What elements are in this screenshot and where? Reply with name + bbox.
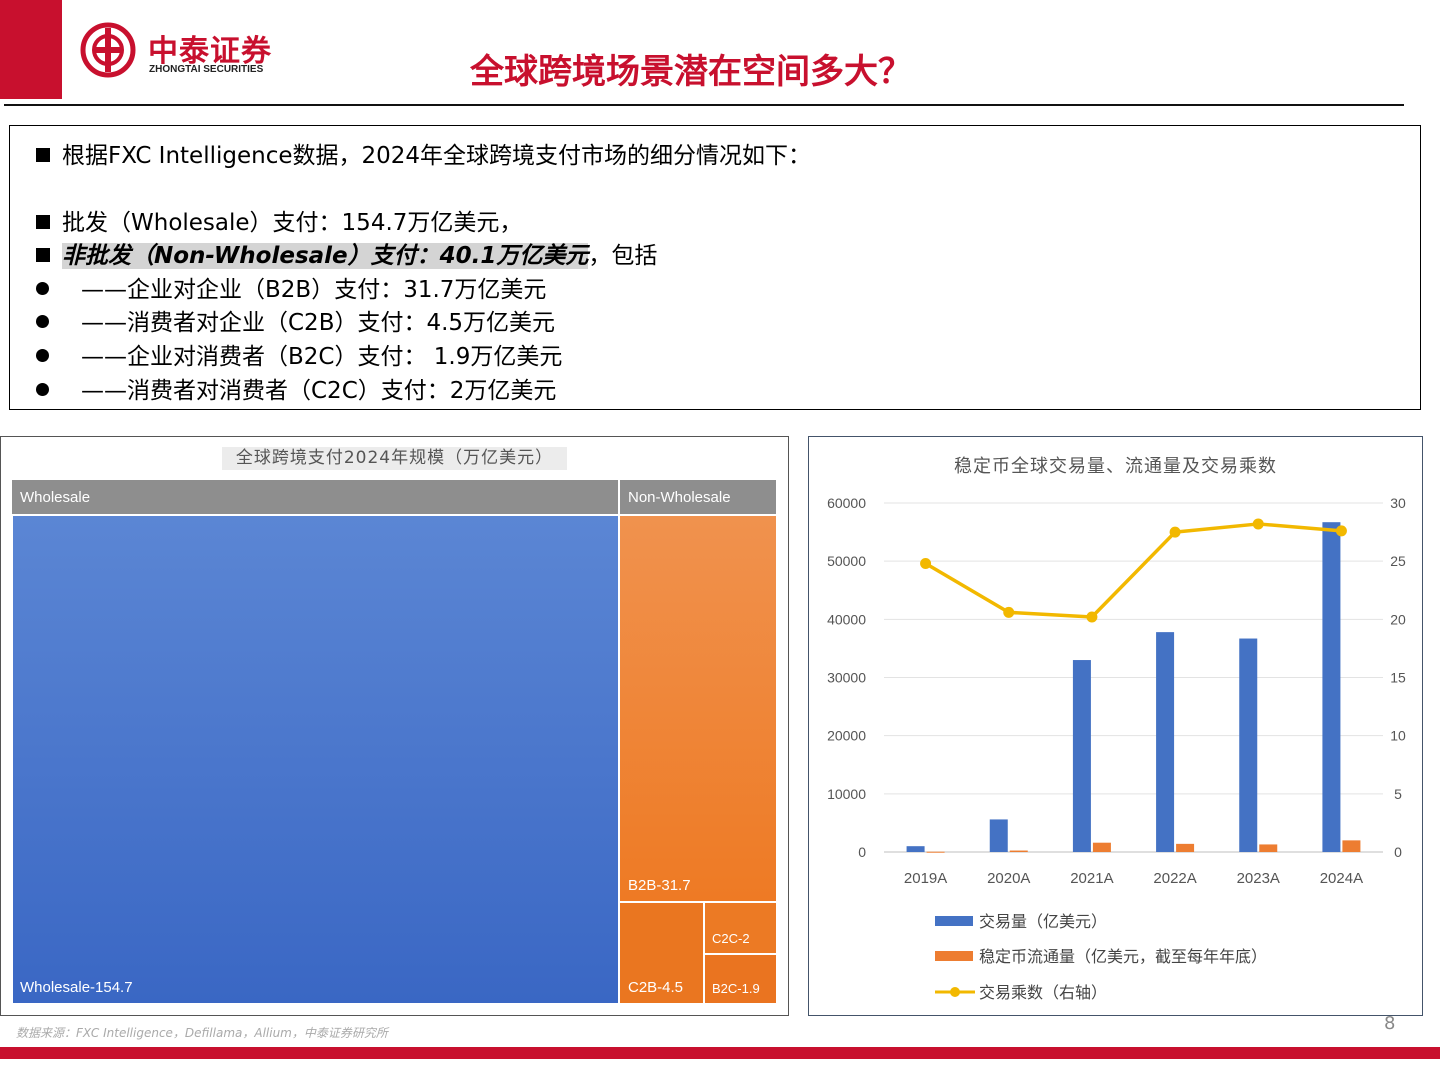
treemap-label-c2b: C2B-4.5: [628, 979, 684, 996]
bar-supply: [1259, 844, 1278, 852]
dot-bullet-icon: [36, 349, 49, 362]
bullet-text: ——企业对企业（B2B）支付：31.7万亿美元: [81, 277, 547, 303]
y-left-tick-label: 40000: [827, 611, 866, 627]
x-tick-label: 2024A: [1320, 870, 1363, 887]
bullet-b2b: ——企业对企业（B2B）支付：31.7万亿美元: [36, 270, 546, 304]
y-left-tick-label: 0: [858, 844, 866, 860]
non-wholesale-suffix: ，包括: [588, 243, 658, 269]
bar-volume: [989, 819, 1008, 852]
bullet-c2c: ——消费者对消费者（C2C）支付：2万亿美元: [36, 371, 556, 405]
bar-supply: [1009, 850, 1028, 852]
zhongtai-logo-icon: [80, 22, 136, 78]
bar-volume: [1156, 632, 1175, 852]
intro-text: 根据FXC Intelligence数据，2024年全球跨境支付市场的细分情况如…: [62, 143, 812, 169]
point-multiplier: [1335, 525, 1347, 537]
treemap-tile-wholesale: [12, 515, 619, 1004]
combo-chart-panel: [808, 436, 1423, 1016]
point-multiplier: [920, 557, 932, 569]
y-right-tick-label: 5: [1394, 786, 1402, 802]
bullet-text: ——企业对消费者（B2C）支付： 1.9万亿美元: [81, 344, 563, 370]
treemap-label-b2b: B2B-31.7: [628, 877, 691, 894]
square-bullet-icon: [36, 248, 50, 262]
y-right-tick-label: 0: [1394, 844, 1402, 860]
bullet-text: ——消费者对企业（C2B）支付：4.5万亿美元: [81, 310, 556, 336]
combo-chart-title: 稳定币全球交易量、流通量及交易乘数: [954, 456, 1277, 477]
x-tick-label: 2022A: [1153, 870, 1196, 887]
legend-label: 稳定币流通量（亿美元，截至每年年底）: [979, 947, 1268, 966]
treemap-label-wholesale: Wholesale-154.7: [20, 979, 133, 996]
square-bullet-icon: [36, 215, 50, 229]
point-multiplier: [1169, 526, 1181, 538]
treemap-label-b2c: B2C-1.9: [712, 981, 760, 996]
treemap-title: 全球跨境支付2024年规模（万亿美元）: [222, 447, 567, 470]
y-right-tick-label: 30: [1390, 495, 1406, 511]
x-tick-label: 2021A: [1070, 870, 1113, 887]
bullet-text: ——消费者对消费者（C2C）支付：2万亿美元: [81, 378, 557, 404]
dot-bullet-icon: [36, 383, 49, 396]
y-left-tick-label: 30000: [827, 670, 866, 686]
bullet-b2c: ——企业对消费者（B2C）支付： 1.9万亿美元: [36, 337, 562, 371]
summary-line-intro: 根据FXC Intelligence数据，2024年全球跨境支付市场的细分情况如…: [36, 136, 811, 170]
y-left-tick-label: 10000: [827, 786, 866, 802]
legend-item-volume: 交易量（亿美元）: [935, 908, 1107, 932]
point-multiplier: [1252, 518, 1264, 530]
logo-english-name: ZHONGTAI SECURITIES: [149, 64, 264, 75]
data-source-note: 数据来源：FXC Intelligence，Defillama，Allium，中…: [16, 1026, 388, 1040]
treemap-panel: [0, 436, 789, 1016]
summary-line-wholesale: 批发（Wholesale）支付：154.7万亿美元，: [36, 203, 522, 237]
dot-bullet-icon: [36, 282, 49, 295]
treemap-tile-b2c: [704, 954, 777, 1004]
square-bullet-icon: [36, 148, 50, 162]
y-left-tick-label: 50000: [827, 553, 866, 569]
y-right-tick-label: 25: [1390, 553, 1406, 569]
combo-chart-svg: 0100002000030000400005000060000051015202…: [827, 495, 1406, 887]
x-tick-label: 2019A: [904, 870, 947, 887]
bullet-c2b: ——消费者对企业（C2B）支付：4.5万亿美元: [36, 303, 555, 337]
y-right-tick-label: 20: [1390, 611, 1406, 627]
treemap-tile-c2b: [619, 902, 704, 1004]
non-wholesale-highlight: 非批发（Non-Wholesale）支付：40.1万亿美元: [62, 243, 589, 269]
treemap-label-c2c: C2C-2: [712, 931, 750, 946]
legend-item-supply: 稳定币流通量（亿美元，截至每年年底）: [935, 943, 1267, 967]
bar-volume: [1239, 638, 1258, 852]
y-left-tick-label: 20000: [827, 728, 866, 744]
header-accent-bar: [0, 0, 62, 99]
treemap-tile-c2c: [704, 902, 777, 954]
logo-name: 中泰证券: [148, 34, 272, 69]
treemap-group-header-non-wholesale: Non-Wholesale: [620, 480, 776, 514]
y-left-tick-label: 60000: [827, 495, 866, 511]
legend-swatch-orange-icon: [935, 951, 973, 961]
point-multiplier: [1003, 606, 1015, 618]
bar-supply: [1176, 843, 1195, 852]
line-multiplier: [924, 522, 1342, 619]
treemap-tile-b2b: [619, 515, 777, 902]
point-multiplier: [1086, 611, 1098, 623]
bar-supply: [926, 851, 945, 853]
legend-item-multiplier: 交易乘数（右轴）: [935, 979, 1107, 1003]
page-title: 全球跨境场景潜在空间多大？: [470, 52, 912, 92]
summary-line-non-wholesale: 非批发（Non-Wholesale）支付：40.1万亿美元，包括: [36, 236, 657, 270]
footer-bar: [0, 1047, 1440, 1059]
bar-volume: [906, 846, 925, 852]
bar-supply: [1342, 840, 1361, 852]
y-right-tick-label: 15: [1390, 670, 1406, 686]
x-tick-label: 2020A: [987, 870, 1030, 887]
bar-supply: [1092, 842, 1111, 852]
bar-volume: [1322, 522, 1341, 852]
legend-label: 交易量（亿美元）: [979, 912, 1108, 931]
header-divider: [4, 104, 1404, 106]
summary-text-box: 根据FXC Intelligence数据，2024年全球跨境支付市场的细分情况如…: [9, 125, 1421, 410]
legend-swatch-blue-icon: [935, 916, 973, 926]
dot-bullet-icon: [36, 315, 49, 328]
legend-label: 交易乘数（右轴）: [979, 983, 1108, 1002]
y-right-tick-label: 10: [1390, 728, 1406, 744]
x-tick-label: 2023A: [1237, 870, 1280, 887]
legend-line-marker-icon: [935, 987, 975, 997]
page-number: 8: [1384, 1013, 1396, 1034]
wholesale-text: 批发（Wholesale）支付：154.7万亿美元，: [62, 210, 523, 236]
treemap-group-header-wholesale: Wholesale: [12, 480, 618, 514]
bar-volume: [1072, 660, 1091, 852]
